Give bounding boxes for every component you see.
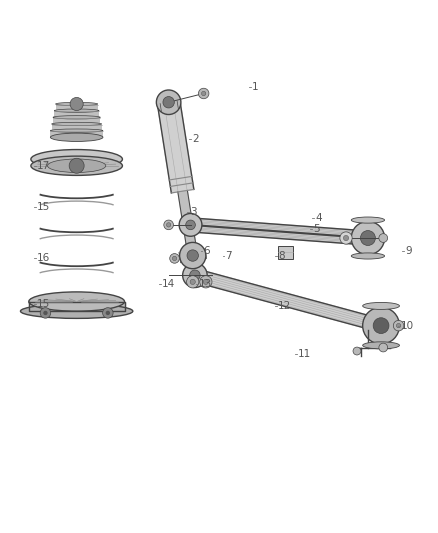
Ellipse shape [47, 159, 106, 173]
Ellipse shape [56, 102, 98, 106]
Circle shape [353, 347, 361, 355]
Text: 10: 10 [401, 321, 414, 330]
Circle shape [170, 254, 180, 263]
Circle shape [351, 221, 385, 255]
Text: 9: 9 [405, 246, 412, 256]
Circle shape [379, 343, 388, 352]
Ellipse shape [21, 304, 133, 318]
Text: 14: 14 [162, 279, 175, 289]
Circle shape [43, 311, 48, 315]
Circle shape [106, 311, 110, 315]
Circle shape [183, 263, 207, 287]
Text: 2: 2 [193, 134, 199, 144]
Circle shape [102, 308, 113, 318]
Circle shape [396, 324, 401, 328]
Circle shape [393, 320, 404, 331]
Text: 15: 15 [37, 298, 50, 309]
Circle shape [340, 232, 352, 244]
Circle shape [363, 307, 399, 344]
Bar [52, 125, 102, 131]
Circle shape [166, 223, 171, 227]
Circle shape [69, 158, 84, 173]
Circle shape [198, 88, 209, 99]
Ellipse shape [50, 133, 103, 141]
Circle shape [180, 243, 206, 269]
Text: 15: 15 [37, 203, 50, 212]
Circle shape [190, 279, 195, 285]
FancyBboxPatch shape [278, 246, 293, 259]
Text: 17: 17 [37, 161, 50, 171]
Ellipse shape [31, 156, 122, 175]
Bar [53, 118, 100, 124]
Circle shape [173, 256, 177, 261]
Ellipse shape [52, 122, 102, 126]
Circle shape [379, 233, 388, 243]
Polygon shape [157, 101, 194, 193]
Circle shape [187, 276, 199, 288]
Ellipse shape [54, 109, 99, 112]
Text: 1: 1 [252, 82, 258, 92]
Text: 4: 4 [315, 213, 322, 223]
Bar [56, 104, 98, 111]
Polygon shape [29, 302, 124, 311]
Circle shape [203, 279, 208, 285]
Ellipse shape [363, 342, 399, 349]
Circle shape [200, 276, 212, 288]
Circle shape [40, 308, 51, 318]
Text: 12: 12 [278, 301, 291, 311]
Circle shape [343, 236, 349, 241]
Ellipse shape [363, 302, 399, 310]
Polygon shape [193, 269, 383, 332]
Bar [50, 131, 103, 138]
Text: 5: 5 [313, 224, 320, 235]
Ellipse shape [351, 217, 385, 223]
Circle shape [360, 231, 375, 246]
Circle shape [186, 220, 195, 230]
Circle shape [190, 270, 200, 280]
Polygon shape [190, 218, 368, 238]
Circle shape [373, 318, 389, 334]
Ellipse shape [53, 116, 100, 119]
Text: 7: 7 [226, 251, 232, 261]
Text: 8: 8 [278, 251, 285, 261]
Circle shape [156, 90, 181, 115]
Text: 11: 11 [298, 349, 311, 359]
Circle shape [163, 96, 174, 108]
Text: 13: 13 [199, 279, 212, 289]
Text: 3: 3 [191, 207, 197, 217]
Circle shape [201, 91, 206, 96]
Ellipse shape [31, 150, 122, 169]
Circle shape [164, 220, 173, 230]
Circle shape [187, 250, 198, 261]
Polygon shape [190, 225, 368, 245]
Bar [54, 111, 99, 117]
Circle shape [70, 98, 83, 110]
Circle shape [179, 214, 202, 236]
Polygon shape [178, 190, 198, 256]
Text: 6: 6 [204, 246, 210, 256]
Text: 16: 16 [37, 253, 50, 263]
Ellipse shape [50, 129, 103, 132]
Ellipse shape [351, 253, 385, 259]
Ellipse shape [29, 292, 124, 311]
